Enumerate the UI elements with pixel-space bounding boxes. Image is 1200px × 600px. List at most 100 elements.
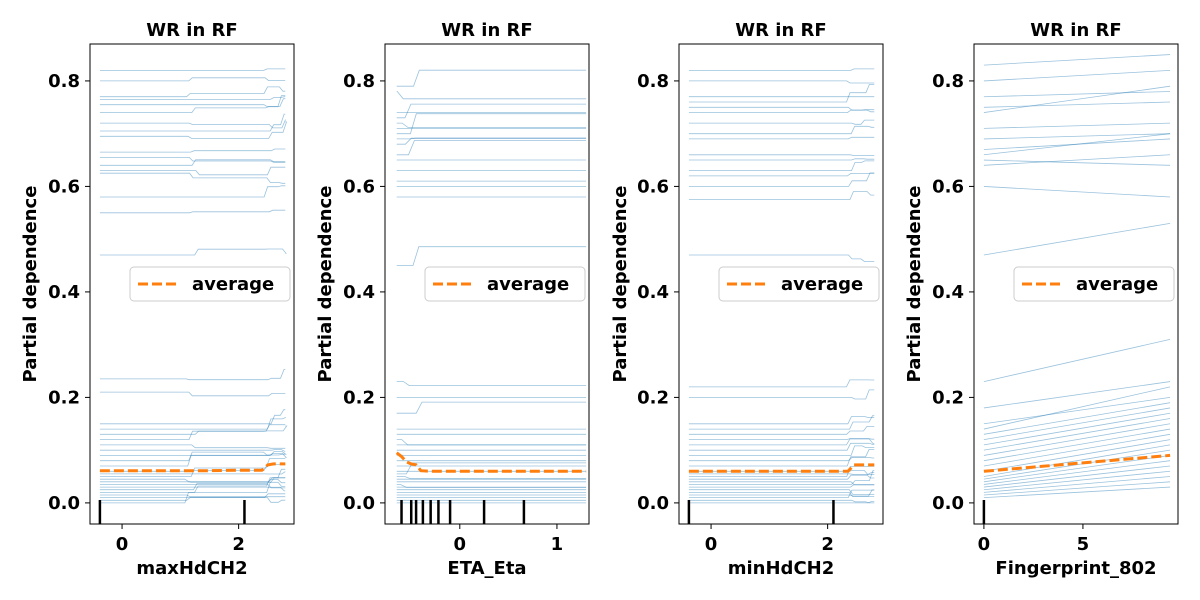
ice-line: [688, 172, 875, 187]
legend: average: [718, 266, 880, 302]
ice-line: [688, 449, 875, 467]
ice-line: [983, 122, 1171, 129]
ice-line: [99, 458, 286, 477]
legend-label: average: [192, 274, 274, 295]
ice-line: [688, 492, 875, 497]
ice-line: [983, 85, 1171, 113]
ice-line: [99, 391, 286, 397]
legend-label: average: [1076, 274, 1158, 295]
axes-frame: [678, 43, 884, 525]
ice-line: [396, 137, 587, 140]
y-tick-label: 0.4: [637, 282, 669, 303]
average-line: [688, 463, 875, 473]
y-tick-label: 0.0: [637, 493, 669, 514]
plot-area: [982, 54, 1171, 524]
ice-line: [396, 103, 587, 119]
ice-line: [688, 457, 875, 462]
ice-line: [99, 159, 286, 166]
ice-line: [688, 489, 875, 497]
y-tick-label: 0.8: [932, 71, 964, 92]
ice-line: [688, 445, 875, 456]
y-tick-label: 0.0: [343, 493, 375, 514]
ice-line: [99, 98, 286, 113]
panel-ETA_Eta: WR in RF ETA_Eta Partial dependence 0.0 0…: [315, 20, 590, 579]
legend-box: [424, 266, 586, 302]
ice-line: [983, 133, 1171, 140]
ice-line: [983, 455, 1171, 483]
ice-line: [99, 409, 286, 425]
ice-line: [983, 386, 1171, 430]
y-tick-label: 0.8: [637, 71, 669, 92]
ice-line: [688, 481, 875, 486]
y-tick-label: 0.2: [48, 387, 80, 408]
ice-line: [983, 486, 1171, 499]
plot-area: [395, 69, 587, 524]
x-tick-label: 0: [705, 534, 718, 555]
ice-line: [396, 91, 587, 100]
ice-line: [99, 121, 288, 139]
ice-line: [99, 185, 286, 198]
ice-line: [688, 501, 875, 504]
ice-line: [688, 84, 875, 103]
ice-line: [983, 465, 1171, 488]
ice-line: [396, 140, 587, 156]
ice-line: [688, 489, 875, 495]
ice-line: [983, 470, 1171, 491]
axes-frame: [89, 43, 295, 525]
ice-line: [983, 338, 1171, 382]
ice-line: [688, 484, 875, 488]
x-tick-label: 1: [551, 534, 564, 555]
ice-line: [99, 417, 286, 430]
y-tick-label: 0.6: [932, 176, 964, 197]
ice-line: [983, 91, 1171, 98]
y-axis-label: Partial dependence: [904, 186, 925, 383]
ice-line: [983, 423, 1171, 456]
ice-line: [983, 186, 1171, 198]
ice-line: [688, 191, 875, 200]
y-tick-label: 0.8: [48, 71, 80, 92]
ice-line: [99, 119, 287, 129]
average-line: [395, 451, 587, 473]
ice-line: [99, 77, 286, 82]
ice-line: [396, 476, 587, 480]
panel-title: WR in RF: [735, 20, 826, 41]
ice-line: [688, 154, 875, 156]
legend: average: [1013, 266, 1175, 302]
x-tick-label: 2: [232, 534, 245, 555]
y-tick-label: 0.4: [932, 282, 964, 303]
ice-line: [688, 442, 875, 451]
panel-minHdCH2: WR in RF minHdCH2 Partial dependence 0.0…: [610, 20, 884, 579]
y-axis-label: Partial dependence: [315, 186, 336, 383]
legend-box: [718, 266, 880, 302]
y-tick-label: 0.6: [343, 176, 375, 197]
y-tick-label: 0.2: [932, 387, 964, 408]
ice-line: [983, 222, 1171, 256]
ice-line: [983, 54, 1171, 66]
ice-line: [99, 484, 286, 489]
ice-line: [983, 481, 1171, 496]
ice-line: [99, 493, 286, 501]
ice-line: [688, 426, 875, 435]
ice-line: [983, 476, 1171, 493]
ice-line: [983, 428, 1171, 462]
panel-Fingerprint_802: WR in RF Fingerprint_802 Partial depende…: [904, 20, 1179, 579]
ice-line: [983, 407, 1171, 440]
ice-line: [99, 444, 286, 449]
ice-line: [688, 173, 875, 177]
legend: average: [424, 266, 586, 302]
ice-line: [99, 68, 286, 71]
ice-line: [99, 209, 286, 214]
ice-line: [688, 106, 875, 113]
ice-line: [99, 477, 286, 483]
ice-line: [688, 416, 875, 425]
y-tick-label: 0.2: [637, 387, 669, 408]
ice-line: [688, 254, 875, 262]
panel-title: WR in RF: [146, 20, 237, 41]
ice-line: [99, 471, 286, 475]
ice-line: [688, 158, 875, 161]
y-tick-label: 0.2: [343, 387, 375, 408]
ice-line: [99, 479, 286, 491]
y-tick-label: 0.8: [343, 71, 375, 92]
ice-line: [983, 402, 1171, 435]
ice-line: [983, 439, 1171, 472]
